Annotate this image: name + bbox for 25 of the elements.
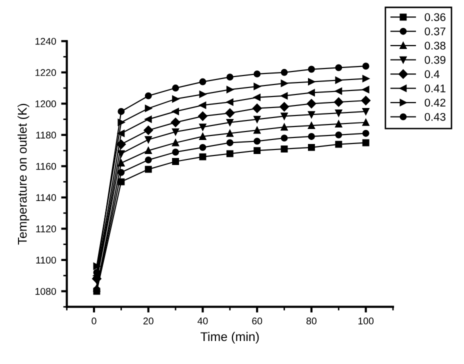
legend-label: 0.39 [424, 56, 446, 64]
x-tick-label: 60 [252, 318, 262, 324]
y-tick-label: 1220 [36, 69, 56, 76]
legend-label: 0.37 [424, 27, 446, 36]
y-tick-label: 1240 [36, 38, 56, 45]
x-tick-label: 40 [198, 318, 208, 324]
y-tick-label: 1200 [36, 100, 56, 108]
legend-label: 0.4 [424, 70, 440, 78]
x-tick-label: 80 [306, 318, 316, 324]
legend-label: 0.41 [424, 84, 446, 92]
x-tick-label: 100 [358, 318, 374, 324]
y-tick-label: 1100 [36, 256, 56, 264]
y-tick-label: 1120 [36, 225, 56, 232]
x-tick-label: 20 [143, 318, 154, 324]
legend-label: 0.43 [424, 112, 446, 121]
legend-label: 0.42 [424, 98, 446, 107]
y-tick-label: 1080 [36, 288, 56, 295]
y-tick-label: 1140 [36, 194, 56, 202]
legend-label: 0.36 [424, 13, 446, 22]
y-tick-label: 1160 [36, 162, 56, 170]
y-axis-title: Temperature on outlet (K) [18, 104, 30, 245]
legend-label: 0.38 [424, 42, 446, 50]
x-tick-label: 0 [92, 318, 96, 324]
y-tick-label: 1180 [36, 132, 56, 139]
x-axis-title: Time (min) [200, 332, 259, 344]
